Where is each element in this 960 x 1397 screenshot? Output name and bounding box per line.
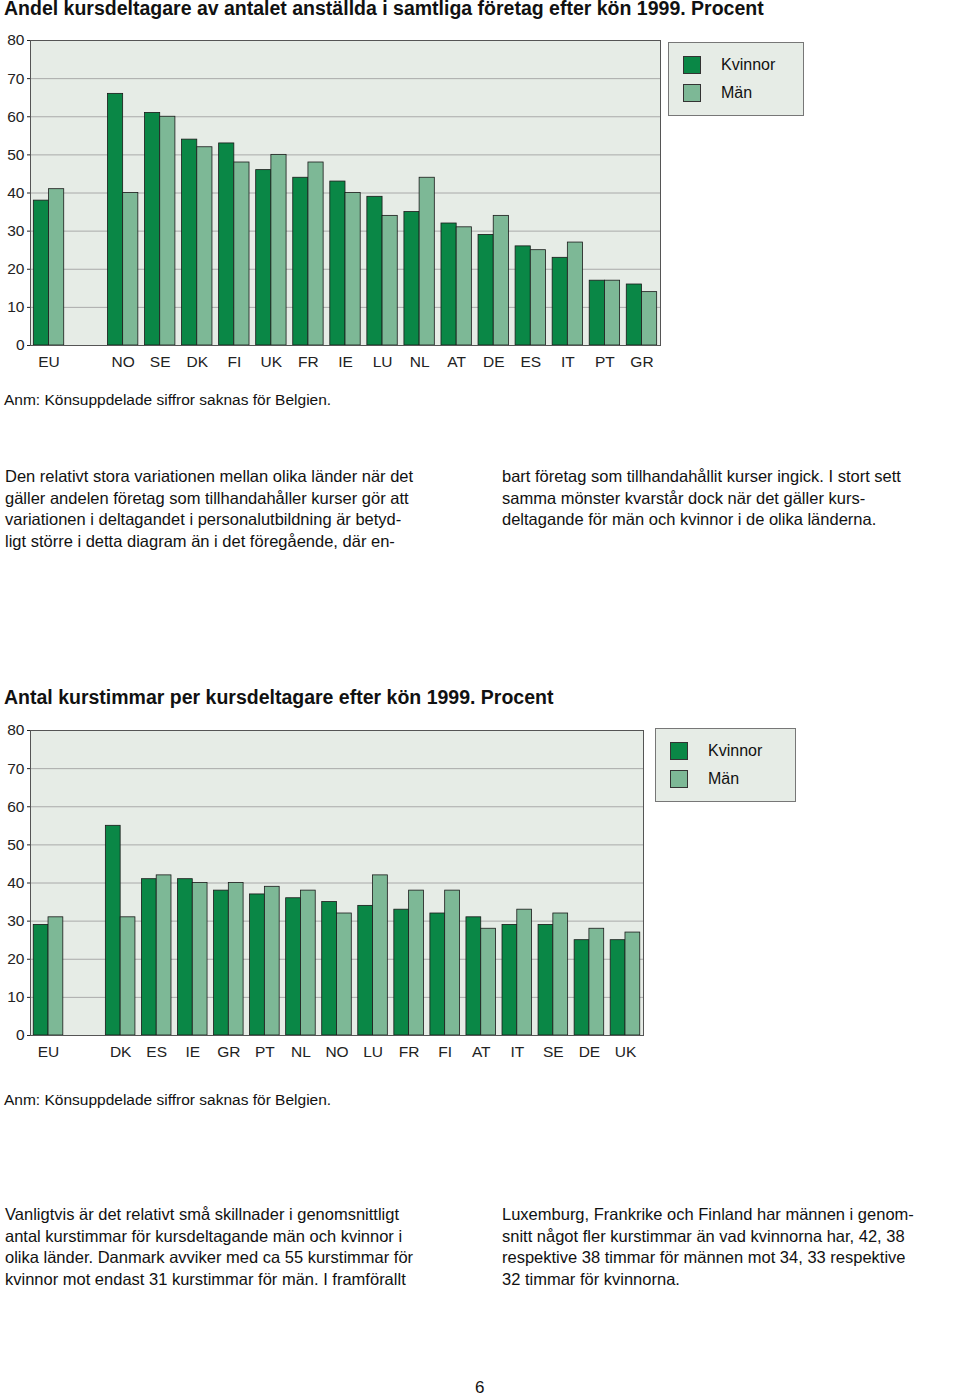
svg-text:10: 10: [7, 298, 25, 315]
svg-text:FI: FI: [438, 1043, 452, 1060]
html-text:samma mönster kvarstår dock nä: samma mönster kvarstår dock när det gäll…: [502, 488, 866, 507]
html-text:Män: Män: [721, 84, 753, 101]
svg-text:20: 20: [7, 950, 25, 967]
svg-text:LU: LU: [373, 353, 393, 370]
html-text:olika länder. Danmark avviker: olika länder. Danmark avviker med ca 55 …: [5, 1248, 414, 1266]
html-text:Anm: Könsuppdelade siffror sak: Anm: Könsuppdelade siffror saknas för Be…: [4, 1091, 332, 1108]
svg-text:DE: DE: [579, 1043, 601, 1060]
svg-text:0: 0: [16, 336, 25, 353]
svg-text:DE: DE: [483, 353, 505, 370]
svg-text:FR: FR: [399, 1043, 420, 1060]
svg-text:NL: NL: [291, 1043, 311, 1060]
html-text:Den relativt stora variationen: Den relativt stora variationen mellan ol…: [5, 467, 414, 485]
svg-text:NO: NO: [325, 1043, 348, 1060]
svg-text:10: 10: [7, 988, 25, 1005]
svg-text:DK: DK: [110, 1043, 132, 1060]
svg-text:0: 0: [16, 1026, 25, 1043]
svg-text:DK: DK: [186, 353, 208, 370]
svg-text:NO: NO: [112, 353, 135, 370]
svg-text:SE: SE: [150, 353, 171, 370]
html-text:Kvinnor: Kvinnor: [721, 56, 776, 73]
html-text:bart företag som tillhandahåll: bart företag som tillhandahållit kurser …: [502, 467, 901, 485]
svg-text:UK: UK: [615, 1043, 637, 1060]
svg-text:IT: IT: [510, 1043, 524, 1060]
svg-text:20: 20: [7, 260, 25, 277]
html-text:deltagande för män och kvinnor: deltagande för män och kvinnor i de olik…: [502, 510, 877, 528]
html-text:gäller andelen företag som til: gäller andelen företag som tillhandahåll…: [5, 488, 409, 507]
html-text:6: 6: [475, 1378, 485, 1397]
html-text:snitt något fler kurstimmar än: snitt något fler kurstimmar än vad kvinn…: [502, 1226, 905, 1245]
svg-text:30: 30: [7, 912, 25, 929]
html-text:Kvinnor: Kvinnor: [708, 742, 763, 759]
svg-text:ES: ES: [146, 1043, 167, 1060]
html-text:antal kurstimmar för kursdelta: antal kurstimmar för kursdeltagande män …: [5, 1226, 403, 1245]
svg-text:40: 40: [7, 874, 25, 891]
svg-text:60: 60: [7, 108, 25, 125]
svg-text:ES: ES: [520, 353, 541, 370]
svg-text:AT: AT: [472, 1043, 491, 1060]
svg-text:AT: AT: [447, 353, 466, 370]
svg-text:40: 40: [7, 184, 25, 201]
html-text:Anm: Könsuppdelade siffror sak: Anm: Könsuppdelade siffror saknas för Be…: [4, 391, 332, 408]
svg-text:SE: SE: [543, 1043, 564, 1060]
svg-text:UK: UK: [261, 353, 283, 370]
svg-text:EU: EU: [38, 353, 60, 370]
svg-text:70: 70: [7, 70, 25, 87]
svg-text:80: 80: [7, 31, 25, 48]
html-text:variationen i deltagandet i pe: variationen i deltagandet i personalutbi…: [5, 510, 402, 528]
svg-text:PT: PT: [255, 1043, 275, 1060]
svg-text:60: 60: [7, 798, 25, 815]
html-text:ligt större i detta diagram än: ligt större i detta diagram än i det för…: [5, 531, 395, 550]
svg-text:IE: IE: [338, 353, 353, 370]
svg-text:IT: IT: [561, 353, 575, 370]
svg-text:FI: FI: [227, 353, 241, 370]
html-text:Män: Män: [708, 770, 740, 787]
svg-text:PT: PT: [595, 353, 615, 370]
svg-text:80: 80: [7, 721, 25, 738]
svg-text:EU: EU: [38, 1043, 60, 1060]
svg-text:LU: LU: [363, 1043, 383, 1060]
html-text:Antal kurstimmar per kursdelta: Antal kurstimmar per kursdeltagare efter…: [4, 686, 554, 708]
html-text:respektive 38 timmar för männe: respektive 38 timmar för männen mot 34, …: [502, 1248, 906, 1266]
html-text:kvinnor mot endast 31 kurstimm: kvinnor mot endast 31 kurstimmar för män…: [5, 1269, 406, 1288]
svg-text:GR: GR: [217, 1043, 240, 1060]
svg-text:50: 50: [7, 836, 25, 853]
svg-text:30: 30: [7, 222, 25, 239]
html-text:Luxemburg, Frankrike och Finla: Luxemburg, Frankrike och Finland har män…: [502, 1205, 914, 1223]
svg-text:GR: GR: [630, 353, 653, 370]
html-text:Vanligtvis är det relativt små: Vanligtvis är det relativt små skillnade…: [5, 1205, 399, 1223]
svg-text:IE: IE: [185, 1043, 200, 1060]
html-text:32 timmar för kvinnorna.: 32 timmar för kvinnorna.: [502, 1269, 680, 1288]
svg-text:NL: NL: [410, 353, 430, 370]
svg-text:70: 70: [7, 760, 25, 777]
svg-text:50: 50: [7, 146, 25, 163]
svg-text:FR: FR: [298, 353, 319, 370]
